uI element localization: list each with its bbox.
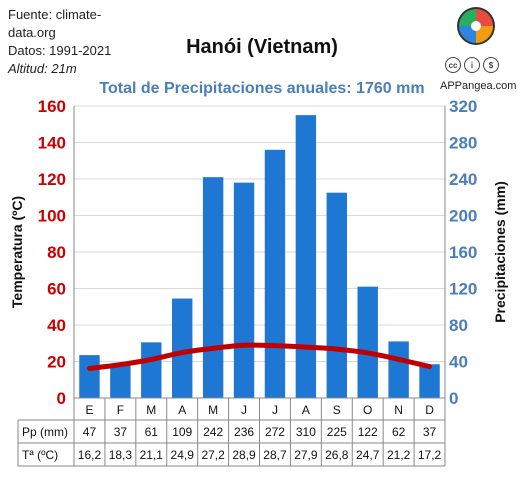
left-tick-label: 40 <box>47 316 66 335</box>
left-tick-label: 20 <box>47 353 66 372</box>
altitude: Altitud: 21m <box>8 61 77 76</box>
t-cell: 28,7 <box>263 448 287 462</box>
pp-cell: 236 <box>234 425 254 439</box>
precip-bar <box>295 115 317 398</box>
t-cell: 27,9 <box>294 448 318 462</box>
month-label: M <box>146 403 156 417</box>
month-label: S <box>333 403 341 417</box>
right-tick-label: 80 <box>449 316 468 335</box>
right-tick-label: 240 <box>449 170 477 189</box>
t-cell: 26,8 <box>325 448 349 462</box>
t-cell: 21,2 <box>387 448 411 462</box>
right-tick-label: 120 <box>449 280 477 299</box>
month-label: F <box>117 403 124 417</box>
chart-subtitle: Total de Precipitaciones anuales: 1760 m… <box>99 80 425 97</box>
month-label: D <box>425 403 434 417</box>
precip-bar <box>79 355 100 398</box>
precip-bar <box>172 298 193 398</box>
right-tick-label: 160 <box>449 243 477 262</box>
right-tick-label: 320 <box>449 97 477 116</box>
right-axis-title: Precipitaciones (mm) <box>492 181 508 323</box>
right-tick-label: 200 <box>449 207 477 226</box>
month-label: N <box>394 403 403 417</box>
pp-row-label: Pp (mm) <box>22 425 68 439</box>
appangea-logo-icon <box>457 7 495 45</box>
month-label: O <box>363 403 372 417</box>
noncommercial-icon: $ <box>483 57 499 73</box>
right-tick-label: 0 <box>449 389 458 408</box>
pp-cell: 310 <box>296 425 316 439</box>
t-cell: 28,9 <box>232 448 256 462</box>
left-tick-label: 100 <box>38 207 66 226</box>
t-cell: 21,1 <box>140 448 164 462</box>
t-cell: 17,2 <box>418 448 442 462</box>
right-tick-label: 280 <box>449 134 477 153</box>
precip-bar <box>141 342 162 398</box>
data-period: Datos: 1991-2021 <box>8 43 112 58</box>
month-label: A <box>178 403 186 417</box>
precip-bar <box>110 364 131 398</box>
precip-bar <box>202 177 224 398</box>
t-row-label: Tª (ºC) <box>22 448 58 462</box>
pp-cell: 47 <box>83 425 97 439</box>
pp-cell: 37 <box>114 425 128 439</box>
attribution-icon: i <box>464 57 480 73</box>
source-line: data.org <box>8 25 56 40</box>
pp-cell: 61 <box>145 425 159 439</box>
chart-title: Hanói (Vietnam) <box>186 36 338 58</box>
left-tick-label: 140 <box>38 134 66 153</box>
left-tick-label: 120 <box>38 170 66 189</box>
pp-cell: 37 <box>423 425 437 439</box>
precip-bar <box>357 286 378 398</box>
precip-bar <box>326 192 347 398</box>
month-label: A <box>302 403 310 417</box>
license-icons: cc i $ <box>445 57 499 73</box>
source-line: Fuente: climate- <box>8 7 102 22</box>
pp-cell: 62 <box>392 425 406 439</box>
t-cell: 24,9 <box>171 448 195 462</box>
left-tick-label: 160 <box>38 97 66 116</box>
brand-label: APPangea.com <box>440 80 517 92</box>
precip-bar <box>233 182 255 398</box>
pp-cell: 109 <box>172 425 192 439</box>
precip-bar <box>388 341 409 398</box>
t-cell: 27,2 <box>201 448 225 462</box>
temperature-line <box>86 342 433 371</box>
left-tick-label: 80 <box>47 243 66 262</box>
cc-icon: cc <box>445 57 461 73</box>
t-cell: 16,2 <box>78 448 102 462</box>
t-cell: 24,7 <box>356 448 380 462</box>
left-tick-label: 0 <box>57 389 66 408</box>
pp-cell: 272 <box>265 425 285 439</box>
pp-cell: 122 <box>358 425 378 439</box>
pp-cell: 242 <box>203 425 223 439</box>
left-axis-title: Temperatura (ºC) <box>9 196 25 308</box>
pp-cell: 225 <box>327 425 347 439</box>
month-label: J <box>272 403 278 417</box>
precip-bar <box>419 364 440 398</box>
month-label: E <box>85 403 93 417</box>
month-label: J <box>241 403 247 417</box>
source-info: Fuente: climate- data.org Datos: 1991-20… <box>8 6 111 78</box>
left-tick-label: 60 <box>47 280 66 299</box>
t-cell: 18,3 <box>109 448 133 462</box>
right-tick-label: 40 <box>449 353 468 372</box>
month-label: M <box>208 403 218 417</box>
precip-bar <box>264 149 286 398</box>
